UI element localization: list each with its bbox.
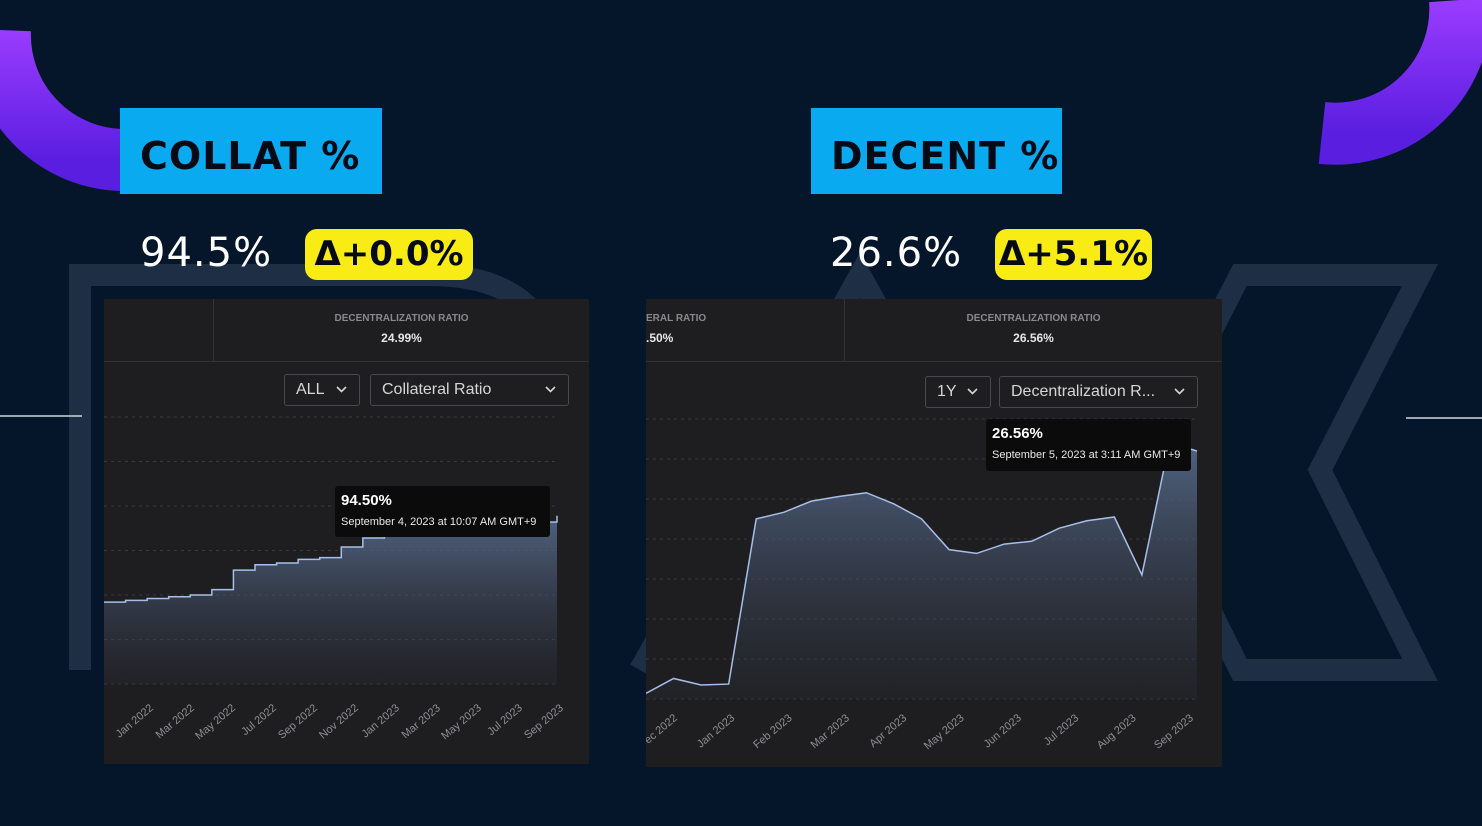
range-select[interactable]: 1Y (925, 376, 991, 408)
x-tick-label: Feb 2023 (751, 712, 794, 751)
decentralization-stat: DECENTRALIZATION RATIO 24.99% (334, 313, 469, 345)
x-tick-label: Jan 2023 (695, 712, 737, 750)
x-tick-label: Sep 2023 (522, 702, 566, 741)
stats-bar: DECENTRALIZATION RATIO 24.99% (104, 299, 589, 362)
stats-bar: ERAL RATIO .50% DECENTRALIZATION RATIO 2… (646, 299, 1222, 362)
decent-value: 26.6% (830, 230, 963, 276)
decent-delta-badge: Δ+5.1% (995, 229, 1152, 280)
collat-heading: COLLAT % (140, 134, 361, 178)
x-tick-label: Sep 2023 (1152, 712, 1196, 751)
x-tick-label: Jun 2023 (982, 712, 1024, 750)
x-tick-label: Jul 2023 (485, 702, 525, 738)
x-tick-label: Mar 2023 (809, 712, 852, 751)
collat-heading-box: COLLAT % (120, 108, 382, 194)
purple-arc-right (1318, 0, 1482, 165)
metric-select[interactable]: Collateral Ratio (370, 374, 569, 406)
collat-delta-badge: Δ+0.0% (305, 229, 473, 280)
decent-heading: DECENT % (831, 134, 1060, 178)
collateral-stat-partial: ERAL RATIO .50% (646, 313, 707, 345)
collat-value: 94.5% (140, 230, 273, 276)
range-select[interactable]: ALL (284, 374, 360, 406)
series-area (104, 515, 557, 684)
decentralization-chart-panel: ERAL RATIO .50% DECENTRALIZATION RATIO 2… (646, 299, 1222, 767)
series-area (646, 442, 1197, 699)
decentralization-stat: DECENTRALIZATION RATIO 26.56% (966, 313, 1101, 345)
x-tick-label: Jul 2022 (239, 702, 279, 738)
x-tick-label: Jan 2022 (114, 702, 156, 740)
x-tick-label: Aug 2023 (1095, 712, 1139, 751)
decentralization-ratio-chart[interactable]: Dec 2022 Jan 2023 Feb 2023 Mar 2023 Apr 2023… (646, 299, 1222, 767)
chevron-down-icon (1174, 388, 1185, 395)
chevron-down-icon (545, 386, 556, 393)
chart-tooltip: 94.50% September 4, 2023 at 10:07 AM GMT… (335, 486, 550, 537)
x-tick-label: Dec 2022 (646, 712, 680, 751)
x-tick-label: Jul 2023 (1042, 712, 1082, 748)
x-tick-label: May 2023 (439, 702, 484, 742)
purple-arc-left (0, 30, 126, 191)
chevron-down-icon (967, 388, 978, 395)
metric-select[interactable]: Decentralization R... (999, 376, 1198, 408)
x-tick-label: Sep 2022 (276, 702, 320, 741)
x-tick-label: May 2023 (922, 712, 967, 752)
x-tick-label: Nov 2022 (317, 702, 361, 741)
x-tick-label: Mar 2023 (400, 702, 443, 741)
chevron-down-icon (336, 386, 347, 393)
collateral-chart-panel: DECENTRALIZATION RATIO 24.99% ALL Collat… (104, 299, 589, 764)
x-tick-label: Jan 2023 (360, 702, 402, 740)
x-tick-label: Apr 2023 (867, 712, 909, 750)
x-tick-label: May 2022 (193, 702, 238, 742)
x-tick-label: Mar 2022 (154, 702, 197, 741)
decent-heading-box: DECENT % (811, 108, 1062, 194)
chart-tooltip: 26.56% September 5, 2023 at 3:11 AM GMT+… (986, 419, 1191, 471)
